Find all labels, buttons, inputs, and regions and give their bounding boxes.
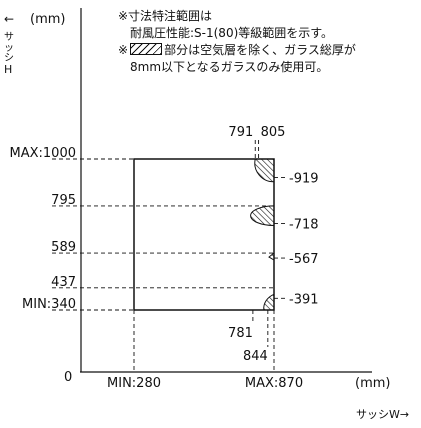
- hatch-legend-swatch: [130, 43, 163, 55]
- y-axis-title-char: シ: [4, 53, 14, 64]
- y-axis-arrow: ←: [4, 12, 14, 26]
- y-axis-title-char: ッ: [4, 43, 14, 54]
- note-line-3: ※ 部分は空気層を除く、ガラス総厚が: [118, 42, 418, 59]
- hatched-regions: [250, 158, 275, 311]
- note-line-3-text: 部分は空気層を除く、ガラス総厚が: [164, 43, 356, 57]
- top-mark-label: 805: [261, 125, 286, 140]
- y-axis-title-char: H: [4, 63, 12, 76]
- x-axis-title: サッシW→: [356, 408, 409, 421]
- y-tick-label: MIN:340: [22, 297, 76, 312]
- x-axis-unit: (mm): [355, 376, 390, 391]
- origin-label: 0: [64, 370, 72, 385]
- top-mark-label: 791: [228, 125, 253, 140]
- hatched-region: [250, 205, 275, 227]
- note-mark: ※: [118, 43, 129, 57]
- y-tick-label: 589: [51, 240, 76, 255]
- note-block: ※寸法特注範囲は 耐風圧性能:S-1(80)等級範囲を示す。 ※ 部分は空気層を除…: [118, 8, 418, 76]
- y-axis-title: サ ッ シ H: [4, 31, 14, 76]
- dimension-labels: MAX:1000 795 589 437 MIN:340 MIN:280 MAX:870 79…: [10, 125, 319, 391]
- size-range-rectangle: [133, 158, 275, 311]
- y-tick-label: 437: [51, 275, 76, 290]
- right-mark-label: -391: [289, 292, 319, 307]
- y-axis-title-char: サ: [4, 31, 14, 43]
- right-mark-label: -567: [289, 252, 319, 267]
- hatched-region: [254, 158, 275, 183]
- right-mark-label: -718: [289, 218, 319, 233]
- right-mark-label: -919: [289, 172, 319, 187]
- bottom-mark-label: 781: [228, 326, 253, 341]
- hatched-region: [263, 293, 275, 311]
- note-line-1: ※寸法特注範囲は: [118, 9, 213, 23]
- y-tick-label: MAX:1000: [10, 146, 76, 161]
- y-axis-unit: (mm): [30, 12, 65, 27]
- x-tick-label: MAX:870: [245, 376, 303, 391]
- bottom-mark-label: 844: [243, 349, 268, 364]
- note-line-2: 耐風圧性能:S-1(80)等級範囲を示す。: [130, 26, 334, 40]
- note-line-4: 8mm以下となるガラスのみ使用可。: [130, 60, 329, 74]
- x-tick-label: MIN:280: [107, 376, 161, 391]
- guide-lines: [52, 140, 287, 372]
- y-tick-label: 795: [51, 193, 76, 208]
